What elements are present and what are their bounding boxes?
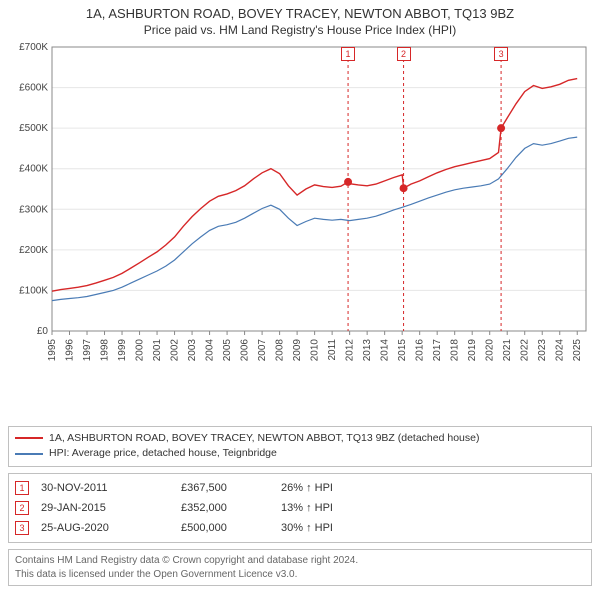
svg-text:2023: 2023	[537, 339, 548, 362]
svg-text:£300K: £300K	[19, 204, 48, 215]
svg-text:2008: 2008	[275, 339, 286, 362]
svg-text:2019: 2019	[467, 339, 478, 362]
chart-title-subtitle: Price paid vs. HM Land Registry's House …	[8, 23, 592, 37]
license-footer: Contains HM Land Registry data © Crown c…	[8, 549, 592, 586]
sale-row-3: 3 25-AUG-2020£500,00030% ↑ HPI	[15, 518, 585, 538]
svg-text:2012: 2012	[345, 339, 356, 362]
svg-text:£700K: £700K	[19, 42, 48, 53]
svg-text:2024: 2024	[555, 339, 566, 362]
legend-label: 1A, ASHBURTON ROAD, BOVEY TRACEY, NEWTON…	[49, 431, 479, 447]
svg-text:£0: £0	[37, 326, 49, 337]
svg-text:2014: 2014	[380, 339, 391, 362]
svg-text:2007: 2007	[257, 339, 268, 362]
sales-table: 1 30-NOV-2011£367,50026% ↑ HPI 2 29-JAN-201…	[8, 473, 592, 543]
svg-text:2022: 2022	[520, 339, 531, 362]
sale-marker-2: 2	[15, 501, 29, 515]
svg-text:2001: 2001	[152, 339, 163, 362]
sale-date: 29-JAN-2015	[41, 502, 181, 514]
svg-text:1999: 1999	[117, 339, 128, 362]
svg-text:2018: 2018	[450, 339, 461, 362]
svg-text:1998: 1998	[100, 339, 111, 362]
sale-delta: 13% ↑ HPI	[281, 502, 585, 514]
svg-text:2005: 2005	[222, 339, 233, 362]
sale-dot-1	[344, 178, 352, 186]
svg-text:2009: 2009	[292, 339, 303, 362]
sale-price: £352,000	[181, 502, 281, 514]
svg-text:2025: 2025	[572, 339, 583, 362]
sale-marker-label-1: 1	[341, 47, 355, 61]
sale-marker-label-2: 2	[397, 47, 411, 61]
svg-text:2016: 2016	[415, 339, 426, 362]
legend-swatch	[15, 437, 43, 439]
price-chart: £0 £100K £200K £300K £400K £500K £600K £700K 199…	[8, 41, 592, 371]
svg-text:2000: 2000	[135, 339, 146, 362]
legend-label: HPI: Average price, detached house, Teig…	[49, 446, 277, 462]
legend-row-1: HPI: Average price, detached house, Teig…	[15, 446, 585, 462]
sale-price: £500,000	[181, 522, 281, 534]
chart-title-address: 1A, ASHBURTON ROAD, BOVEY TRACEY, NEWTON…	[8, 6, 592, 21]
sale-dot-3	[497, 124, 505, 132]
svg-text:£600K: £600K	[19, 83, 48, 94]
svg-text:£400K: £400K	[19, 164, 48, 175]
sale-marker-3: 3	[15, 521, 29, 535]
chart-title-block: 1A, ASHBURTON ROAD, BOVEY TRACEY, NEWTON…	[8, 6, 592, 37]
chart-area: £0 £100K £200K £300K £400K £500K £600K £700K 199…	[8, 41, 592, 420]
svg-text:2013: 2013	[362, 339, 373, 362]
svg-text:£100K: £100K	[19, 285, 48, 296]
sale-marker-label-3: 3	[494, 47, 508, 61]
sale-row-1: 1 30-NOV-2011£367,50026% ↑ HPI	[15, 478, 585, 498]
sale-dot-2	[400, 184, 408, 192]
svg-text:1997: 1997	[82, 339, 93, 362]
svg-text:2011: 2011	[327, 339, 338, 361]
page: 1A, ASHBURTON ROAD, BOVEY TRACEY, NEWTON…	[0, 0, 600, 590]
sale-marker-1: 1	[15, 481, 29, 495]
svg-text:1996: 1996	[65, 339, 76, 362]
license-line-2: This data is licensed under the Open Gov…	[15, 568, 585, 582]
sale-delta: 26% ↑ HPI	[281, 482, 585, 494]
svg-text:2010: 2010	[310, 339, 321, 362]
svg-text:2015: 2015	[397, 339, 408, 362]
svg-text:1995: 1995	[47, 339, 58, 362]
legend-swatch	[15, 453, 43, 455]
sale-date: 30-NOV-2011	[41, 482, 181, 494]
sale-price: £367,500	[181, 482, 281, 494]
sale-delta: 30% ↑ HPI	[281, 522, 585, 534]
legend-box: 1A, ASHBURTON ROAD, BOVEY TRACEY, NEWTON…	[8, 426, 592, 468]
series-property	[52, 79, 577, 292]
svg-text:2006: 2006	[240, 339, 251, 362]
svg-text:2002: 2002	[170, 339, 181, 362]
svg-text:£500K: £500K	[19, 123, 48, 134]
svg-text:2017: 2017	[432, 339, 443, 362]
svg-text:£200K: £200K	[19, 245, 48, 256]
svg-text:2003: 2003	[187, 339, 198, 362]
license-line-1: Contains HM Land Registry data © Crown c…	[15, 554, 585, 568]
legend-row-0: 1A, ASHBURTON ROAD, BOVEY TRACEY, NEWTON…	[15, 431, 585, 447]
svg-text:2021: 2021	[502, 339, 513, 362]
sale-date: 25-AUG-2020	[41, 522, 181, 534]
svg-text:2020: 2020	[485, 339, 496, 362]
sale-row-2: 2 29-JAN-2015£352,00013% ↑ HPI	[15, 498, 585, 518]
svg-text:2004: 2004	[205, 339, 216, 362]
series-hpi	[52, 137, 577, 301]
